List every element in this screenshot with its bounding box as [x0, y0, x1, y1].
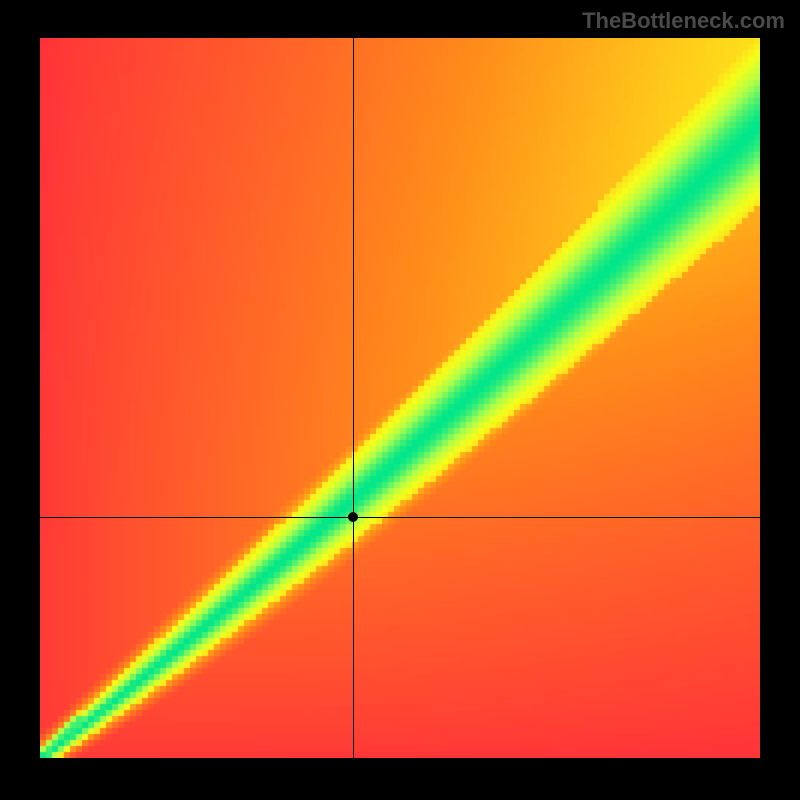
crosshair-vertical [353, 38, 354, 758]
crosshair-horizontal [40, 517, 760, 518]
plot-area [40, 38, 760, 758]
watermark-text: TheBottleneck.com [582, 8, 785, 34]
heatmap-canvas [40, 38, 760, 758]
crosshair-marker [348, 512, 358, 522]
chart-container: TheBottleneck.com [0, 0, 800, 800]
